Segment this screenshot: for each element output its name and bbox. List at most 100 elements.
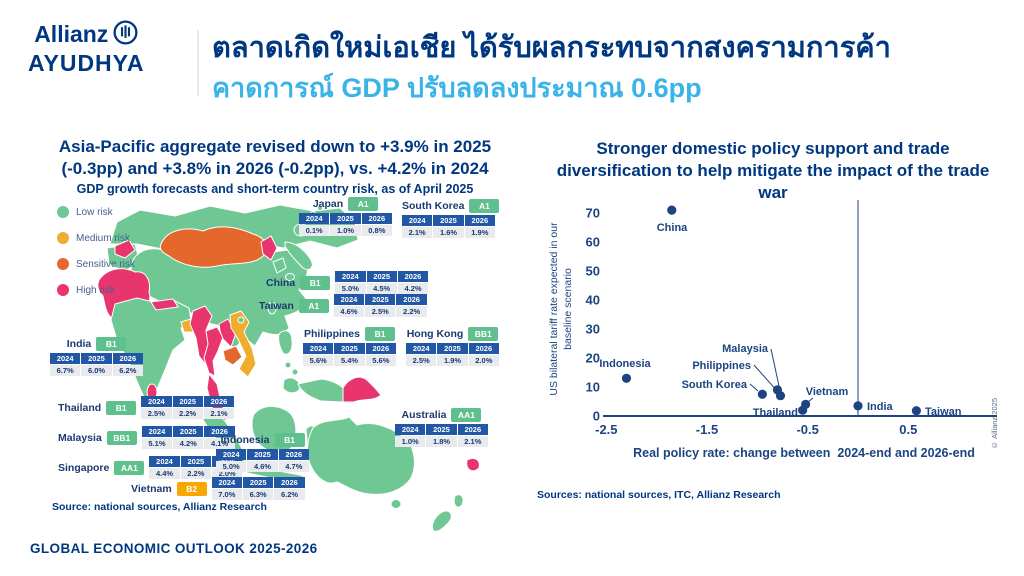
scatter-label-indonesia: Indonesia [599,358,651,370]
country-rating-badge: B1 [300,275,331,290]
country-label-row: South Korea A1 [402,199,500,213]
scatter-point-taiwan [911,406,921,416]
gdp-value: 6.0% [81,365,113,376]
country-block-thailand: Thailand B1 2024 2025 2026 2.5% 2.2% 2.1% [58,396,235,419]
year-header: 2026 [397,271,429,282]
gdp-forecast-table: 2024 2025 2026 0.1% 1.0% 0.8% [299,213,392,236]
country-rating-badge: B2 [176,481,207,496]
gdp-forecast-table: 2024 2025 2026 7.0% 6.3% 6.2% [211,477,305,500]
logo-ayudhya-text: AYUDHYA [28,50,145,76]
legend-item-low-risk: Low risk [57,199,135,225]
y-tick-label: 70 [586,206,600,221]
map-philippines-mindanao [282,377,301,394]
legend-item-medium-risk: Medium risk [57,225,135,251]
country-label-row: Hong Kong BB1 [406,327,499,341]
gdp-value: 2.1% [457,436,488,447]
country-label-row: Indonesia B1 [216,433,309,447]
map-country-mongolia [159,226,267,268]
year-header: 2025 [173,426,205,437]
map-nz-south-island [432,510,452,532]
gdp-value: 4.7% [278,461,309,472]
y-tick-label: 10 [586,380,600,395]
scatter-label-malaysia: Malaysia [722,343,769,355]
scatter-point-philippines [775,391,786,401]
gdp-value: 2.1% [203,408,235,419]
year-header: 2024 [406,343,438,354]
map-country-cambodia [222,345,243,366]
gdp-value: 4.2% [173,438,205,449]
legend-label: Sensitive risk [76,258,135,270]
year-header: 2025 [81,353,113,364]
y-axis-label-line2: baseline scenario [562,268,574,350]
year-header: 2024 [211,477,243,488]
scatter-point-china [667,205,677,215]
map-kuril-island-2 [317,205,323,211]
allianz-eagle-icon [113,20,138,49]
leader-line-philippines [753,364,779,393]
gdp-forecast-table: 2024 2025 2026 5.0% 4.6% 4.7% [216,449,309,472]
year-header: 2024 [402,215,434,226]
scatter-point-south-korea [757,389,767,399]
gdp-value: 6.7% [50,365,82,376]
country-block-taiwan: Taiwan A1 2024 2025 2026 4.6% 2.5% 2.2% [259,294,427,317]
country-name: Malaysia [58,431,102,444]
year-header: 2025 [437,343,469,354]
year-header: 2025 [365,294,397,305]
map-country-south-korea [272,257,287,274]
map-nz-north-island [453,494,464,508]
y-tick-label: 60 [586,235,600,250]
gdp-value: 4.4% [149,468,181,479]
year-header: 2024 [299,213,331,224]
year-header: 2024 [333,294,366,305]
country-block-hong_kong: Hong Kong BB1 2024 2025 2026 2.5% 1.9% 2.0% [406,327,499,366]
gdp-forecast-table: 2024 2025 2026 2.5% 2.2% 2.1% [141,396,235,419]
gdp-forecast-table: 2024 2025 2026 1.0% 1.8% 2.1% [395,424,488,447]
x-tick-label: 0.5 [899,422,917,437]
country-rating-badge: AA1 [451,408,482,422]
country-block-australia: Australia AA1 2024 2025 2026 1.0% 1.8% 2.1% [395,408,488,447]
gdp-value: 4.6% [333,306,366,317]
legend-label: Low risk [76,206,113,218]
year-header: 2026 [112,353,143,364]
allianz-ayudhya-logo: Allianz AYUDHYA [28,20,145,75]
left-chart-subtitle: GDP growth forecasts and short-term coun… [76,182,474,196]
country-name: Vietnam [131,482,172,495]
gdp-value: 1.0% [395,436,427,447]
country-block-indonesia: Indonesia B1 2024 2025 2026 5.0% 4.6% 4.7% [216,433,309,472]
gdp-value: 1.8% [426,436,458,447]
x-tick-label: -0.5 [796,422,818,437]
year-header: 2024 [216,449,248,460]
country-rating-badge: B1 [106,400,137,415]
gdp-value: 1.0% [330,225,362,236]
year-header: 2026 [464,215,495,226]
country-name: South Korea [402,200,465,212]
year-header: 2026 [278,449,309,460]
country-block-china: China B1 2024 2025 2026 5.0% 4.5% 4.2% [266,271,429,294]
year-header: 2025 [433,215,465,226]
country-block-philippines: Philippines B1 2024 2025 2026 5.6% 5.4% 5.6% [303,327,396,366]
year-header: 2025 [366,271,398,282]
legend-label: Medium risk [76,232,130,244]
map-country-uzbekistan [114,239,136,259]
map-philippines-visayas-2 [291,368,299,376]
gdp-value: 1.6% [433,227,465,238]
y-tick-label: 20 [586,351,600,366]
map-philippines-luzon [278,330,293,355]
asia-pacific-map [97,204,480,532]
year-header: 2024 [303,343,335,354]
y-axis-label-line1: US bilateral tariff rate expected in our [548,222,560,396]
country-name: Hong Kong [406,328,464,340]
gdp-value: 5.0% [335,283,367,294]
legend-dot [57,232,69,244]
gdp-value: 0.1% [299,225,331,236]
leader-line-malaysia [770,348,780,387]
year-header: 2026 [203,396,235,407]
map-country-north-korea [260,235,278,261]
gdp-value: 4.1% [204,438,235,449]
gdp-value: 5.4% [334,355,366,366]
country-rating-badge: B1 [274,433,305,447]
country-label-row: Australia AA1 [395,408,488,422]
slide-subtitle-thai: คาดการณ์ GDP ปรับลดลงประมาณ 0.6pp [212,73,702,103]
gdp-value: 7.0% [211,489,243,500]
scatter-label-south-korea: South Korea [682,379,748,391]
